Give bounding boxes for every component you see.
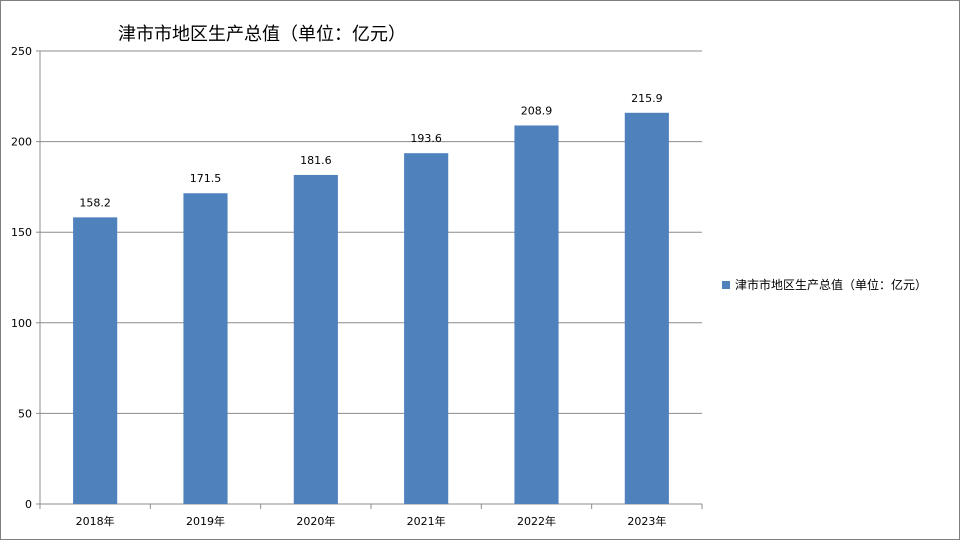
x-tick-label: 2023年 [627,514,666,528]
x-tick-label: 2021年 [407,514,446,528]
legend: 津市市地区生产总值（单位：亿元） [722,276,927,293]
y-tick-label: 100 [11,317,32,330]
x-tick-label: 2019年 [186,514,225,528]
legend-swatch [722,280,730,289]
y-tick-label: 150 [11,226,32,239]
bar [73,217,118,504]
data-label: 208.9 [521,104,553,117]
y-tick-label: 250 [11,45,32,58]
data-label: 215.9 [631,92,663,105]
bar [514,125,559,504]
data-label: 181.6 [300,154,332,167]
bar [404,153,449,505]
chart-title: 津市市地区生产总值（单位：亿元） [118,24,406,45]
bar [624,112,669,505]
data-label: 158.2 [79,196,111,209]
x-tick-label: 2020年 [296,514,335,528]
x-tick-label: 2022年 [517,514,556,528]
bar [183,193,228,504]
data-label: 171.5 [190,172,222,185]
y-tick-label: 200 [11,136,32,149]
legend-label: 津市市地区生产总值（单位：亿元） [735,278,928,292]
x-tick-label: 2018年 [76,514,115,528]
data-label: 193.6 [410,132,442,145]
y-tick-label: 50 [18,407,32,420]
y-tick-label: 0 [25,498,32,511]
bar [293,174,338,504]
